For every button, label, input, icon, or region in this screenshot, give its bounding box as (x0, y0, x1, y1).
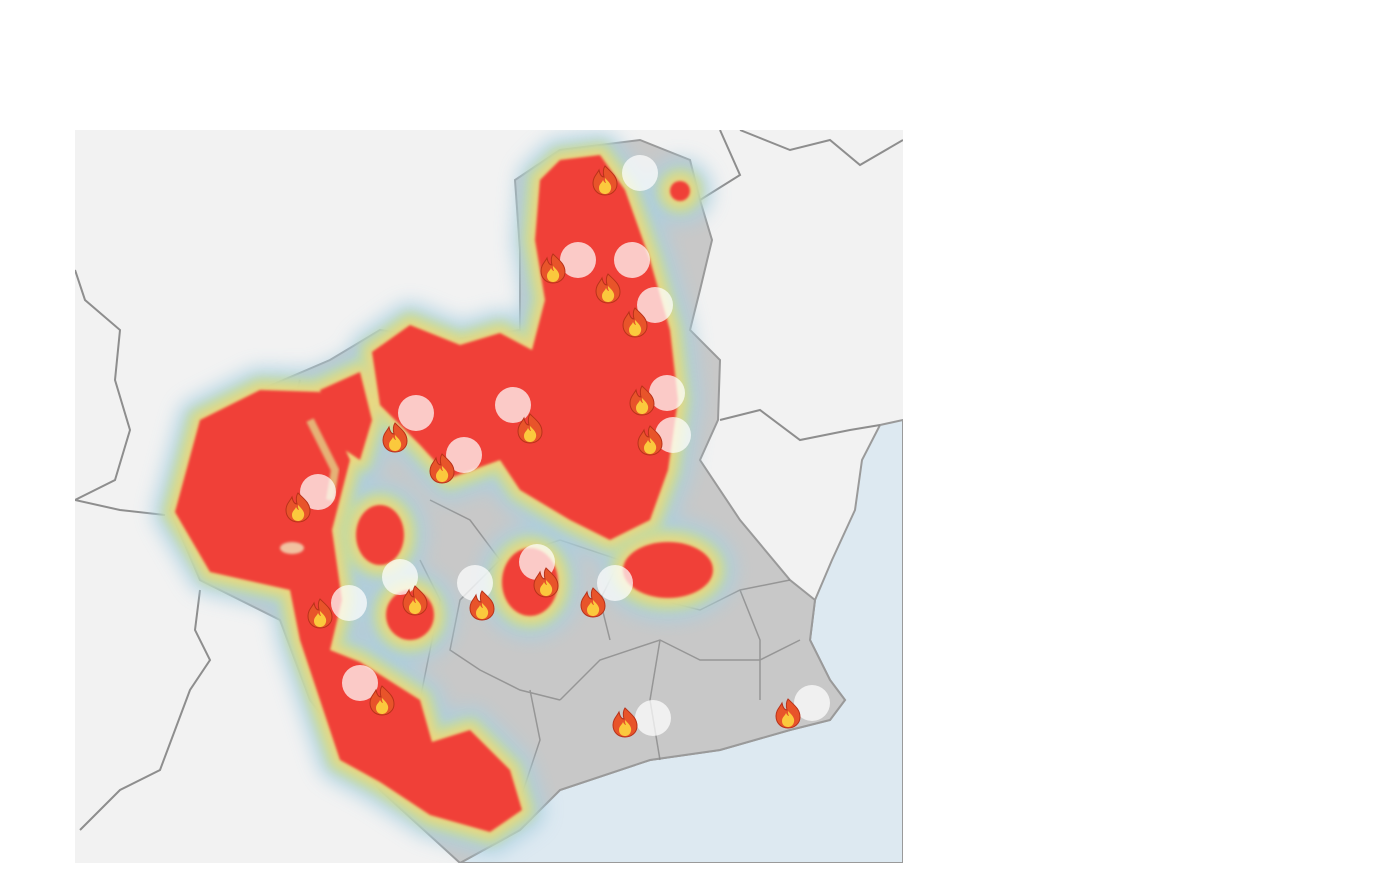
province-border (699, 130, 742, 201)
heat-core (175, 155, 713, 832)
fire-icon (775, 698, 801, 729)
municipal-border (559, 639, 801, 701)
fire-icon (285, 492, 311, 523)
heat-blob (356, 505, 404, 565)
flame-inner (476, 603, 489, 619)
province-border (75, 499, 166, 516)
cluster-circle (495, 387, 531, 423)
flame-inner (292, 505, 305, 521)
province-border (739, 130, 903, 167)
heat-blob (320, 372, 372, 460)
flame-inner (547, 266, 560, 282)
fire-icon (595, 273, 621, 304)
cluster-circle (597, 565, 633, 601)
flame-inner (619, 720, 632, 736)
fire-icon (622, 307, 648, 338)
fire-icon (429, 453, 455, 484)
flame-inner (436, 466, 449, 482)
fire-icon (592, 165, 618, 196)
flame-inner (409, 598, 422, 614)
cluster-circle (614, 242, 650, 278)
cluster-circle (649, 375, 685, 411)
fire-icon (637, 425, 663, 456)
flame-inner (629, 320, 642, 336)
cluster-circle (382, 559, 418, 595)
fire-icon (629, 385, 655, 416)
flame-inner (644, 438, 657, 454)
map-frame (75, 130, 903, 863)
flame-inner (636, 398, 649, 414)
cluster-circle (622, 155, 658, 191)
heat-gap (280, 542, 304, 554)
heat-blob (175, 390, 522, 832)
province-border (75, 269, 132, 501)
fire-icon (402, 585, 428, 616)
fire-icon (612, 707, 638, 738)
cluster-circle (635, 700, 671, 736)
cluster-circle (457, 565, 493, 601)
heat-blob (372, 155, 678, 540)
cluster-circle (398, 395, 434, 431)
flame-inner (524, 426, 537, 442)
flame-inner (782, 711, 795, 727)
municipal-border (649, 639, 661, 761)
markers (285, 155, 830, 738)
fire-icon (382, 422, 408, 453)
fire-icon (533, 567, 559, 598)
flame-inner (599, 178, 612, 194)
cluster-circle (655, 417, 691, 453)
flame-inner (602, 286, 615, 302)
fire-icon (369, 685, 395, 716)
heat-blob (623, 542, 713, 598)
cluster-circle (331, 585, 367, 621)
flame-inner (540, 580, 553, 596)
cluster-circle (794, 685, 830, 721)
province-border (79, 589, 212, 831)
fire-icon (517, 413, 543, 444)
flame-inner (389, 435, 402, 451)
province-border (719, 408, 881, 442)
fire-icon (580, 587, 606, 618)
cluster-circle (560, 242, 596, 278)
fire-icon (540, 253, 566, 284)
cluster-circle (637, 287, 673, 323)
cluster-circle (300, 474, 336, 510)
municipal-border (739, 589, 761, 700)
fire-icon (307, 598, 333, 629)
heat-blob (670, 181, 690, 201)
cluster-circle (342, 665, 378, 701)
flame-inner (587, 600, 600, 616)
flame-inner (314, 611, 327, 627)
fire-icon (469, 590, 495, 621)
cluster-circle (446, 437, 482, 473)
flame-inner (376, 698, 389, 714)
